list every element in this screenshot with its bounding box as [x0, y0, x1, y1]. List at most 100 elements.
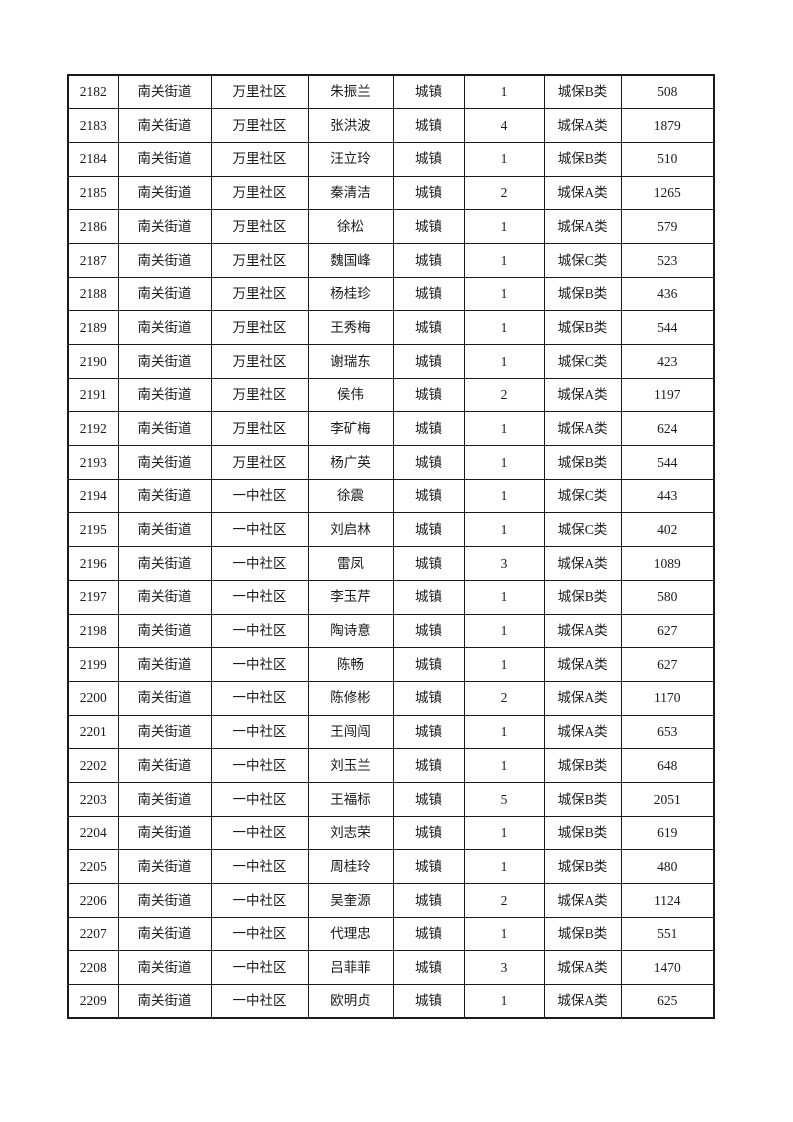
cell-street: 南关街道: [117, 478, 212, 514]
table-row: 2208 南关街道 一中社区 吕菲菲 城镇 3 城保A类 1470: [67, 950, 715, 986]
cell-residence-type: 城镇: [392, 175, 465, 211]
cell-id: 2190: [67, 344, 119, 379]
cell-community: 一中社区: [210, 815, 309, 851]
table-row: 2187 南关街道 万里社区 魏国峰 城镇 1 城保C类 523: [67, 242, 715, 278]
cell-person-count: 1: [463, 579, 545, 615]
cell-street: 南关街道: [117, 512, 212, 548]
cell-street: 南关街道: [117, 141, 212, 177]
cell-person-count: 4: [463, 108, 545, 143]
cell-id: 2199: [67, 647, 119, 682]
cell-community: 万里社区: [210, 108, 309, 143]
cell-community: 一中社区: [210, 950, 309, 986]
cell-community: 万里社区: [210, 175, 309, 211]
cell-category: 城保A类: [543, 950, 622, 986]
cell-id: 2209: [67, 984, 119, 1019]
cell-residence-type: 城镇: [392, 748, 465, 783]
cell-residence-type: 城镇: [392, 546, 465, 581]
cell-name: 侯伟: [307, 377, 394, 413]
cell-street: 南关街道: [117, 714, 212, 750]
cell-category: 城保B类: [543, 579, 622, 615]
cell-amount: 653: [620, 714, 715, 750]
cell-community: 万里社区: [210, 209, 309, 244]
cell-id: 2197: [67, 579, 119, 615]
cell-name: 欧明贞: [307, 984, 394, 1019]
cell-person-count: 1: [463, 445, 545, 480]
cell-street: 南关街道: [117, 680, 212, 716]
cell-amount: 523: [620, 242, 715, 278]
table-row: 2202 南关街道 一中社区 刘玉兰 城镇 1 城保B类 648: [67, 748, 715, 783]
cell-amount: 2051: [620, 781, 715, 817]
table-row: 2188 南关街道 万里社区 杨桂珍 城镇 1 城保B类 436: [67, 276, 715, 312]
cell-name: 刘志荣: [307, 815, 394, 851]
cell-id: 2188: [67, 276, 119, 312]
cell-street: 南关街道: [117, 647, 212, 682]
table-row: 2193 南关街道 万里社区 杨广英 城镇 1 城保B类 544: [67, 445, 715, 480]
cell-category: 城保A类: [543, 209, 622, 244]
cell-category: 城保B类: [543, 141, 622, 177]
cell-street: 南关街道: [117, 579, 212, 615]
cell-person-count: 1: [463, 310, 545, 345]
cell-community: 万里社区: [210, 344, 309, 379]
cell-amount: 436: [620, 276, 715, 312]
cell-amount: 624: [620, 411, 715, 447]
cell-community: 万里社区: [210, 141, 309, 177]
cell-residence-type: 城镇: [392, 411, 465, 447]
cell-person-count: 1: [463, 74, 545, 110]
cell-person-count: 3: [463, 950, 545, 986]
cell-name: 刘玉兰: [307, 748, 394, 783]
cell-community: 一中社区: [210, 883, 309, 918]
table-row: 2183 南关街道 万里社区 张洪波 城镇 4 城保A类 1879: [67, 108, 715, 143]
cell-residence-type: 城镇: [392, 276, 465, 312]
cell-name: 周桂玲: [307, 849, 394, 884]
table-row: 2186 南关街道 万里社区 徐松 城镇 1 城保A类 579: [67, 209, 715, 244]
cell-category: 城保A类: [543, 714, 622, 750]
cell-name: 陶诗意: [307, 613, 394, 649]
cell-community: 一中社区: [210, 748, 309, 783]
cell-category: 城保B类: [543, 748, 622, 783]
table-row: 2200 南关街道 一中社区 陈修彬 城镇 2 城保A类 1170: [67, 680, 715, 716]
cell-category: 城保B类: [543, 815, 622, 851]
cell-residence-type: 城镇: [392, 849, 465, 884]
cell-id: 2204: [67, 815, 119, 851]
table-row: 2203 南关街道 一中社区 王福标 城镇 5 城保B类 2051: [67, 781, 715, 817]
cell-street: 南关街道: [117, 916, 212, 952]
cell-amount: 443: [620, 478, 715, 514]
cell-person-count: 1: [463, 849, 545, 884]
cell-id: 2184: [67, 141, 119, 177]
cell-name: 张洪波: [307, 108, 394, 143]
cell-category: 城保A类: [543, 546, 622, 581]
cell-name: 陈畅: [307, 647, 394, 682]
table-row: 2192 南关街道 万里社区 李矿梅 城镇 1 城保A类 624: [67, 411, 715, 447]
cell-community: 一中社区: [210, 647, 309, 682]
cell-residence-type: 城镇: [392, 344, 465, 379]
table-row: 2184 南关街道 万里社区 汪立玲 城镇 1 城保B类 510: [67, 141, 715, 177]
cell-street: 南关街道: [117, 781, 212, 817]
records-table-body: 2182 南关街道 万里社区 朱振兰 城镇 1 城保B类 508 2183 南关街道 万里社区 张洪波…: [67, 74, 715, 1019]
cell-category: 城保B类: [543, 276, 622, 312]
cell-residence-type: 城镇: [392, 108, 465, 143]
cell-amount: 423: [620, 344, 715, 379]
cell-amount: 510: [620, 141, 715, 177]
cell-street: 南关街道: [117, 815, 212, 851]
cell-person-count: 1: [463, 141, 545, 177]
cell-residence-type: 城镇: [392, 781, 465, 817]
cell-person-count: 1: [463, 478, 545, 514]
cell-id: 2200: [67, 680, 119, 716]
table-row: 2206 南关街道 一中社区 吴奎源 城镇 2 城保A类 1124: [67, 883, 715, 918]
cell-amount: 1265: [620, 175, 715, 211]
cell-community: 万里社区: [210, 242, 309, 278]
cell-amount: 544: [620, 445, 715, 480]
cell-id: 2207: [67, 916, 119, 952]
cell-street: 南关街道: [117, 276, 212, 312]
cell-residence-type: 城镇: [392, 916, 465, 952]
cell-amount: 580: [620, 579, 715, 615]
cell-street: 南关街道: [117, 108, 212, 143]
cell-person-count: 1: [463, 411, 545, 447]
cell-residence-type: 城镇: [392, 209, 465, 244]
cell-residence-type: 城镇: [392, 74, 465, 110]
cell-residence-type: 城镇: [392, 647, 465, 682]
cell-amount: 544: [620, 310, 715, 345]
cell-category: 城保A类: [543, 984, 622, 1019]
cell-person-count: 1: [463, 748, 545, 783]
